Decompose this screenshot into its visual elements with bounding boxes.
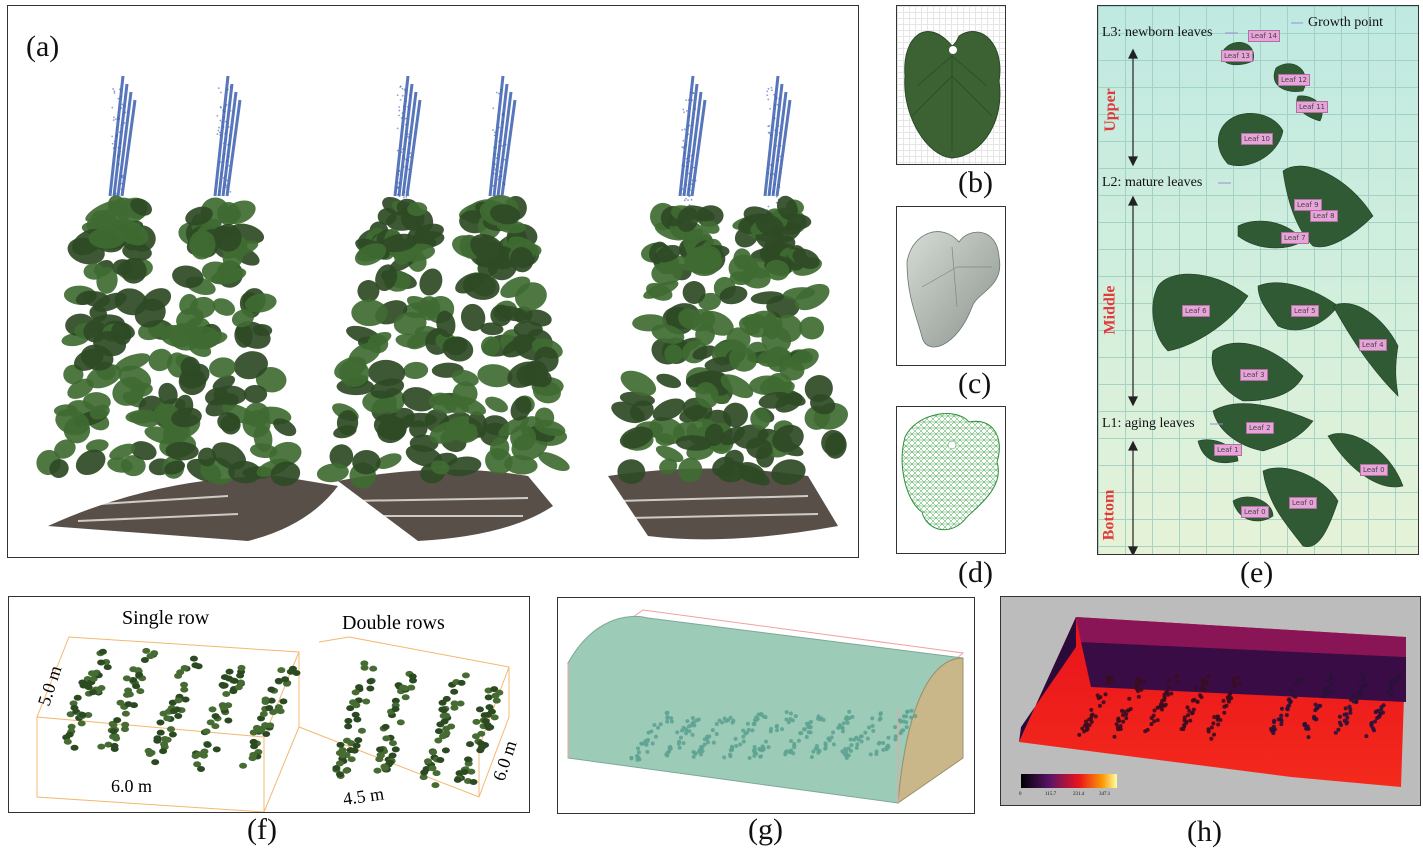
panel-b-label: (b) [958, 166, 993, 199]
leaf-tag: Leaf 11 [1296, 101, 1328, 113]
plant-row [840, 711, 883, 760]
plant-row [1364, 673, 1402, 739]
leaf-tag: Leaf 0 [1289, 497, 1317, 509]
plant-icon [430, 75, 570, 477]
panel-d [896, 406, 1006, 554]
panel-g [557, 597, 975, 814]
dim-depth-label: 6.0 m [489, 738, 521, 783]
leaf-mesh [901, 413, 1000, 531]
plant-row [1206, 675, 1242, 741]
leaf-tag: Leaf 6 [1182, 305, 1210, 317]
single-row-label: Single row [122, 607, 210, 629]
plant-row [1179, 674, 1212, 732]
greenhouse-model [566, 609, 965, 805]
middle-label: Middle [1101, 285, 1119, 335]
plant-row [453, 686, 504, 785]
colorbar-tick: 231.4 [1073, 792, 1085, 797]
plant-row [1302, 673, 1334, 740]
dim-width-double-label: 4.5 m [342, 783, 385, 809]
plant-row [629, 710, 674, 762]
plant-row [1269, 677, 1305, 736]
radiation-simulation: 0 115.7 231.4 347.1 [1019, 617, 1406, 797]
plant-row [1112, 676, 1147, 739]
leaf-tag: Leaf 14 [1248, 30, 1280, 42]
leaf-tag: Leaf 0 [1360, 464, 1388, 476]
plant-row [332, 660, 378, 780]
plant-row [1333, 673, 1368, 735]
panel-e-label: (e) [1240, 556, 1274, 589]
plant-row [144, 655, 203, 766]
leaf-tag: Leaf 5 [1291, 305, 1319, 317]
plant-row [809, 709, 855, 760]
plant-row [62, 648, 112, 751]
plant-point-cloud: (a) [26, 30, 849, 546]
plant-row [722, 712, 768, 760]
panel-a: (a) [7, 5, 859, 558]
colorbar [1021, 774, 1117, 788]
plant-row [664, 716, 701, 758]
panel-h-label: (h) [1187, 815, 1222, 848]
leaf-tag: Leaf 1 [1214, 444, 1242, 456]
plant-row [1077, 674, 1114, 737]
upper-label: Upper [1101, 88, 1119, 132]
plant-row [97, 647, 159, 753]
growth-point-label: Growth point [1308, 15, 1384, 30]
leaf-tag: Leaf 3 [1240, 369, 1268, 381]
dim-width-single-label: 6.0 m [111, 776, 152, 796]
leaf-photo [904, 31, 1001, 159]
plant-icon [144, 75, 302, 487]
leaf-surface-model [906, 231, 1001, 348]
leaf-tag: Leaf 13 [1221, 50, 1253, 62]
leaf-tag: Leaf 2 [1246, 422, 1274, 434]
colorbar-tick: 347.1 [1099, 792, 1111, 797]
leaf-tag: Leaf 7 [1281, 232, 1309, 244]
bottom-label: Bottom [1100, 489, 1118, 541]
colorbar-tick: 115.7 [1045, 792, 1057, 797]
panel-h: 0 115.7 231.4 347.1 [1000, 596, 1421, 806]
plant-row [373, 670, 418, 774]
panel-c-label: (c) [958, 367, 992, 400]
l2-label: L2: mature leaves [1102, 175, 1203, 190]
leaf-tag: Leaf 10 [1241, 133, 1273, 145]
plant-row [783, 714, 826, 757]
panel-f-label: (f) [247, 813, 277, 846]
leaf-tag: Leaf 4 [1359, 339, 1387, 351]
plant-icon [316, 75, 484, 489]
plant-row [691, 715, 736, 759]
panel-g-label: (g) [748, 813, 783, 846]
double-rows-label: Double rows [342, 612, 445, 634]
plant-icon [36, 75, 197, 479]
leaf-tag: Leaf 12 [1278, 74, 1310, 86]
l3-label: L3: newborn leaves [1102, 25, 1213, 40]
leaf-tag: Leaf 8 [1310, 210, 1338, 222]
l1-label: L1: aging leaves [1102, 416, 1195, 431]
leaf-tag: Leaf 9 [1294, 199, 1322, 211]
plot-layout-boxes: Single row Double rows 5.0 m 6.0 m 4.5 m… [34, 607, 521, 812]
panel-c [896, 206, 1006, 366]
panel-d-label: (d) [958, 556, 993, 589]
colorbar-tick: 0 [1019, 792, 1022, 797]
panel-f: Single row Double rows 5.0 m 6.0 m 4.5 m… [8, 596, 530, 813]
plant-row [191, 664, 246, 773]
dim-height-label: 5.0 m [34, 663, 66, 708]
plant-icon [704, 75, 849, 486]
panel-e: Leaf 14 Leaf 13 Leaf 12 Leaf 11 Leaf 10 … [1097, 5, 1419, 555]
panel-b [896, 5, 1006, 165]
plant-row [239, 665, 301, 769]
plant-row [868, 708, 918, 757]
plant-row [1143, 674, 1180, 734]
plant-row [747, 710, 798, 761]
leaf-tag: Leaf 0 [1241, 506, 1269, 518]
panel-a-label: (a) [26, 30, 59, 63]
plant-row [419, 672, 470, 789]
